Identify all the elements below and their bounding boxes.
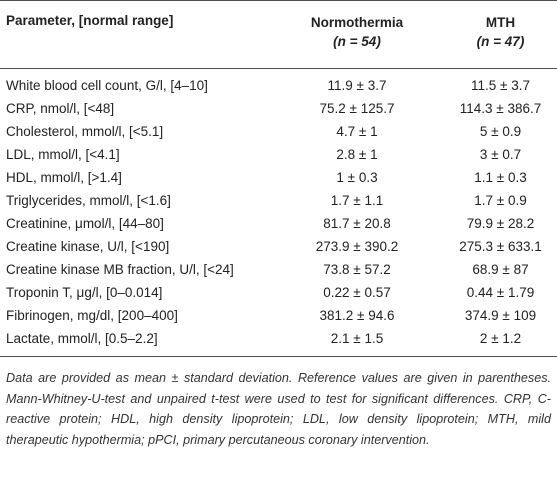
row-normothermia-value: 273.9 ± 390.2 bbox=[315, 239, 399, 254]
table-row: Creatine kinase, U/l, [<190] 273.9 ± 390… bbox=[0, 235, 557, 258]
table-row: Troponin T, μg/l, [0–0.014] 0.22 ± 0.57 … bbox=[0, 281, 557, 304]
row-parameter: Creatine kinase MB fraction, U/l, [<24] bbox=[6, 262, 234, 277]
row-mth-value: 0.44 ± 1.79 bbox=[466, 285, 535, 300]
row-parameter: Creatine kinase, U/l, [<190] bbox=[6, 239, 170, 254]
row-normothermia-value: 73.8 ± 57.2 bbox=[323, 262, 391, 277]
row-parameter: CRP, nmol/l, [<48] bbox=[6, 101, 115, 116]
row-normothermia-value: 4.7 ± 1 bbox=[336, 124, 378, 139]
table-footnote: Data are provided as mean ± standard dev… bbox=[6, 371, 551, 447]
row-normothermia-value: 0.22 ± 0.57 bbox=[323, 285, 391, 300]
row-mth-value: 1.7 ± 0.9 bbox=[474, 193, 527, 208]
row-normothermia-value: 2.8 ± 1 bbox=[336, 147, 378, 162]
row-parameter: Troponin T, μg/l, [0–0.014] bbox=[6, 285, 163, 300]
table-row: LDL, mmol/l, [<4.1] 2.8 ± 1 3 ± 0.7 bbox=[0, 143, 557, 166]
row-normothermia-value: 1.7 ± 1.1 bbox=[330, 193, 384, 208]
row-normothermia-value: 381.2 ± 94.6 bbox=[319, 308, 395, 323]
table-row: Triglycerides, mmol/l, [<1.6] 1.7 ± 1.1 … bbox=[0, 189, 557, 212]
row-parameter: Fibrinogen, mg/dl, [200–400] bbox=[6, 308, 178, 323]
header-normothermia-n: (n = 54) bbox=[333, 34, 381, 49]
header-rule bbox=[0, 68, 557, 69]
header-mth-label: MTH bbox=[485, 15, 516, 30]
table-bottom-rule bbox=[0, 356, 557, 357]
header-mth-n: (n = 47) bbox=[476, 34, 525, 49]
row-normothermia-value: 2.1 ± 1.5 bbox=[330, 331, 384, 346]
table-header: Parameter, [normal range] Normothermia (… bbox=[0, 0, 557, 68]
row-mth-value: 5 ± 0.9 bbox=[479, 124, 522, 139]
table-row: Creatine kinase MB fraction, U/l, [<24] … bbox=[0, 258, 557, 281]
table-top-rule bbox=[0, 0, 557, 1]
row-mth-value: 3 ± 0.7 bbox=[479, 147, 522, 162]
row-normothermia-value: 75.2 ± 125.7 bbox=[319, 101, 395, 116]
row-parameter: Creatinine, μmol/l, [44–80] bbox=[6, 216, 164, 231]
header-parameter: Parameter, [normal range] bbox=[6, 13, 174, 28]
row-normothermia-value: 1 ± 0.3 bbox=[336, 170, 378, 185]
header-normothermia-label: Normothermia bbox=[310, 15, 404, 30]
table-row: Cholesterol, mmol/l, [<5.1] 4.7 ± 1 5 ± … bbox=[0, 120, 557, 143]
row-parameter: HDL, mmol/l, [>1.4] bbox=[6, 170, 122, 185]
row-mth-value: 68.9 ± 87 bbox=[472, 262, 529, 277]
row-mth-value: 374.9 ± 109 bbox=[464, 308, 537, 323]
table-row: HDL, mmol/l, [>1.4] 1 ± 0.3 1.1 ± 0.3 bbox=[0, 166, 557, 189]
row-parameter: White blood cell count, G/l, [4–10] bbox=[6, 78, 208, 93]
row-normothermia-value: 81.7 ± 20.8 bbox=[323, 216, 391, 231]
row-mth-value: 114.3 ± 386.7 bbox=[459, 101, 542, 116]
table-row: White blood cell count, G/l, [4–10] 11.9… bbox=[0, 74, 557, 97]
row-mth-value: 79.9 ± 28.2 bbox=[466, 216, 535, 231]
row-mth-value: 275.3 ± 633.1 bbox=[459, 239, 542, 254]
table-row: CRP, nmol/l, [<48] 75.2 ± 125.7 114.3 ± … bbox=[0, 97, 557, 120]
header-normothermia: Normothermia (n = 54) bbox=[272, 13, 442, 51]
header-mth: MTH (n = 47) bbox=[448, 13, 553, 51]
row-mth-value: 11.5 ± 3.7 bbox=[471, 78, 530, 93]
table-row: Lactate, mmol/l, [0.5–2.2] 2.1 ± 1.5 2 ±… bbox=[0, 327, 557, 350]
row-normothermia-value: 11.9 ± 3.7 bbox=[327, 78, 387, 93]
row-mth-value: 2 ± 1.2 bbox=[479, 331, 522, 346]
row-parameter: LDL, mmol/l, [<4.1] bbox=[6, 147, 120, 162]
table-row: Fibrinogen, mg/dl, [200–400] 381.2 ± 94.… bbox=[0, 304, 557, 327]
table-body: White blood cell count, G/l, [4–10] 11.9… bbox=[0, 74, 557, 350]
row-mth-value: 1.1 ± 0.3 bbox=[474, 170, 527, 185]
row-parameter: Triglycerides, mmol/l, [<1.6] bbox=[6, 193, 171, 208]
row-parameter: Lactate, mmol/l, [0.5–2.2] bbox=[6, 331, 158, 346]
row-parameter: Cholesterol, mmol/l, [<5.1] bbox=[6, 124, 164, 139]
table-row: Creatinine, μmol/l, [44–80] 81.7 ± 20.8 … bbox=[0, 212, 557, 235]
